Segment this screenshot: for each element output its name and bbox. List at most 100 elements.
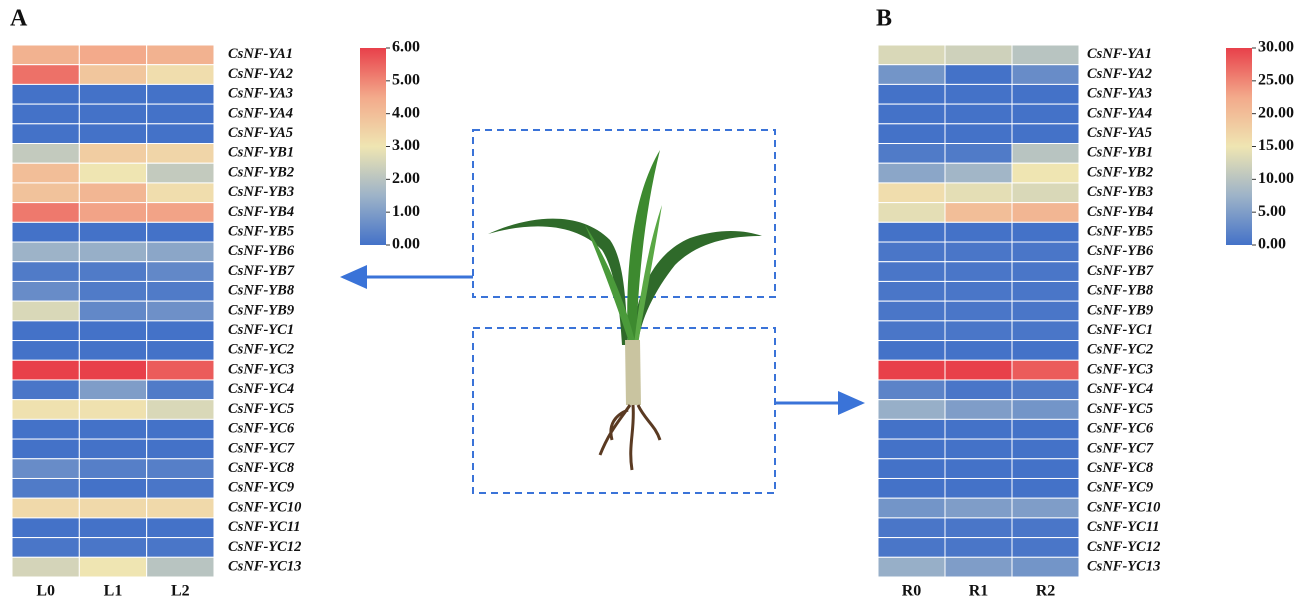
heat-cell	[12, 124, 79, 144]
heat-cell	[79, 144, 146, 164]
row-label: CsNF-YC4	[1087, 381, 1153, 397]
heat-cell	[1012, 321, 1079, 341]
heat-cell	[1012, 183, 1079, 203]
row-label: CsNF-YA2	[228, 66, 293, 82]
heat-cell	[945, 321, 1012, 341]
heat-cell	[12, 104, 79, 124]
heat-cell	[79, 459, 146, 479]
heat-cell	[1012, 84, 1079, 104]
row-label: CsNF-YA4	[228, 105, 293, 121]
heat-cell	[945, 242, 1012, 262]
heat-cell	[945, 380, 1012, 400]
heat-cell	[12, 439, 79, 459]
heat-cell	[1012, 281, 1079, 301]
heat-cell	[945, 222, 1012, 242]
heat-cell	[12, 84, 79, 104]
heat-cell	[1012, 557, 1079, 577]
row-label: CsNF-YA5	[228, 125, 293, 141]
row-label: CsNF-YC12	[1087, 539, 1160, 555]
heat-cell	[1012, 65, 1079, 85]
heat-cell	[147, 478, 214, 498]
heat-cell	[945, 341, 1012, 361]
row-label: CsNF-YB8	[228, 283, 295, 299]
heat-cell	[12, 400, 79, 420]
row-label: CsNF-YA3	[1087, 86, 1152, 102]
heat-cell	[79, 301, 146, 321]
heat-cell	[12, 281, 79, 301]
heat-cell	[79, 557, 146, 577]
heat-cell	[878, 439, 945, 459]
heat-cell	[945, 557, 1012, 577]
heat-cell	[1012, 242, 1079, 262]
row-label: CsNF-YB1	[1087, 145, 1153, 161]
heat-cell	[878, 281, 945, 301]
heat-cell	[1012, 104, 1079, 124]
column-label: L1	[104, 583, 123, 600]
heat-cell	[79, 45, 146, 65]
heat-cell	[945, 439, 1012, 459]
heat-cell	[1012, 163, 1079, 183]
heat-cell	[945, 281, 1012, 301]
heat-cell	[79, 478, 146, 498]
heat-cell	[79, 380, 146, 400]
colorbar-tick-label: 25.00	[1258, 72, 1294, 89]
row-label: CsNF-YB3	[1087, 184, 1153, 200]
heat-cell	[945, 419, 1012, 439]
row-label: CsNF-YC8	[228, 460, 295, 476]
row-label: CsNF-YB9	[1087, 302, 1153, 318]
heat-cell	[12, 321, 79, 341]
row-label: CsNF-YC9	[1087, 480, 1153, 496]
heat-cell	[147, 380, 214, 400]
heat-cell	[945, 498, 1012, 518]
row-label: CsNF-YB2	[228, 164, 294, 180]
heat-cell	[945, 124, 1012, 144]
heat-cell	[79, 498, 146, 518]
heat-cell	[945, 459, 1012, 479]
heat-cell	[79, 163, 146, 183]
heat-cell	[79, 124, 146, 144]
heat-cell	[878, 144, 945, 164]
heat-cell	[12, 65, 79, 85]
leaf	[488, 219, 628, 345]
heat-cell	[12, 518, 79, 538]
heat-cell	[12, 45, 79, 65]
heat-cell	[12, 301, 79, 321]
heat-cell	[79, 321, 146, 341]
heat-cell	[945, 104, 1012, 124]
heat-cell	[878, 557, 945, 577]
heat-cell	[12, 419, 79, 439]
colorbar-tick-label: 15.00	[1258, 137, 1294, 154]
heat-cell	[878, 400, 945, 420]
row-label: CsNF-YB2	[1087, 164, 1153, 180]
heat-cell	[878, 45, 945, 65]
column-label: L2	[171, 583, 190, 600]
row-label: CsNF-YC2	[228, 342, 294, 358]
heat-cell	[878, 124, 945, 144]
heat-cell	[878, 360, 945, 380]
row-label: CsNF-YC3	[228, 361, 294, 377]
heat-cell	[878, 538, 945, 558]
heat-cell	[1012, 380, 1079, 400]
heat-cell	[12, 183, 79, 203]
colorbar-tick-label: 20.00	[1258, 104, 1294, 121]
heat-cell	[12, 498, 79, 518]
heat-cell	[1012, 222, 1079, 242]
row-label: CsNF-YA1	[228, 46, 293, 62]
heat-cell	[147, 104, 214, 124]
panel-label: B	[876, 6, 892, 32]
row-label: CsNF-YC10	[1087, 499, 1160, 515]
row-label: CsNF-YC11	[1087, 519, 1160, 535]
row-label: CsNF-YC4	[228, 381, 294, 397]
heat-cell	[1012, 341, 1079, 361]
heat-cell	[1012, 439, 1079, 459]
heat-cell	[1012, 301, 1079, 321]
heat-cell	[147, 65, 214, 85]
colorbar	[1226, 48, 1252, 245]
heat-cell	[79, 183, 146, 203]
heat-cell	[878, 104, 945, 124]
heat-cell	[79, 281, 146, 301]
heat-cell	[147, 183, 214, 203]
heat-cell	[945, 163, 1012, 183]
heat-cell	[945, 538, 1012, 558]
heat-cell	[147, 163, 214, 183]
